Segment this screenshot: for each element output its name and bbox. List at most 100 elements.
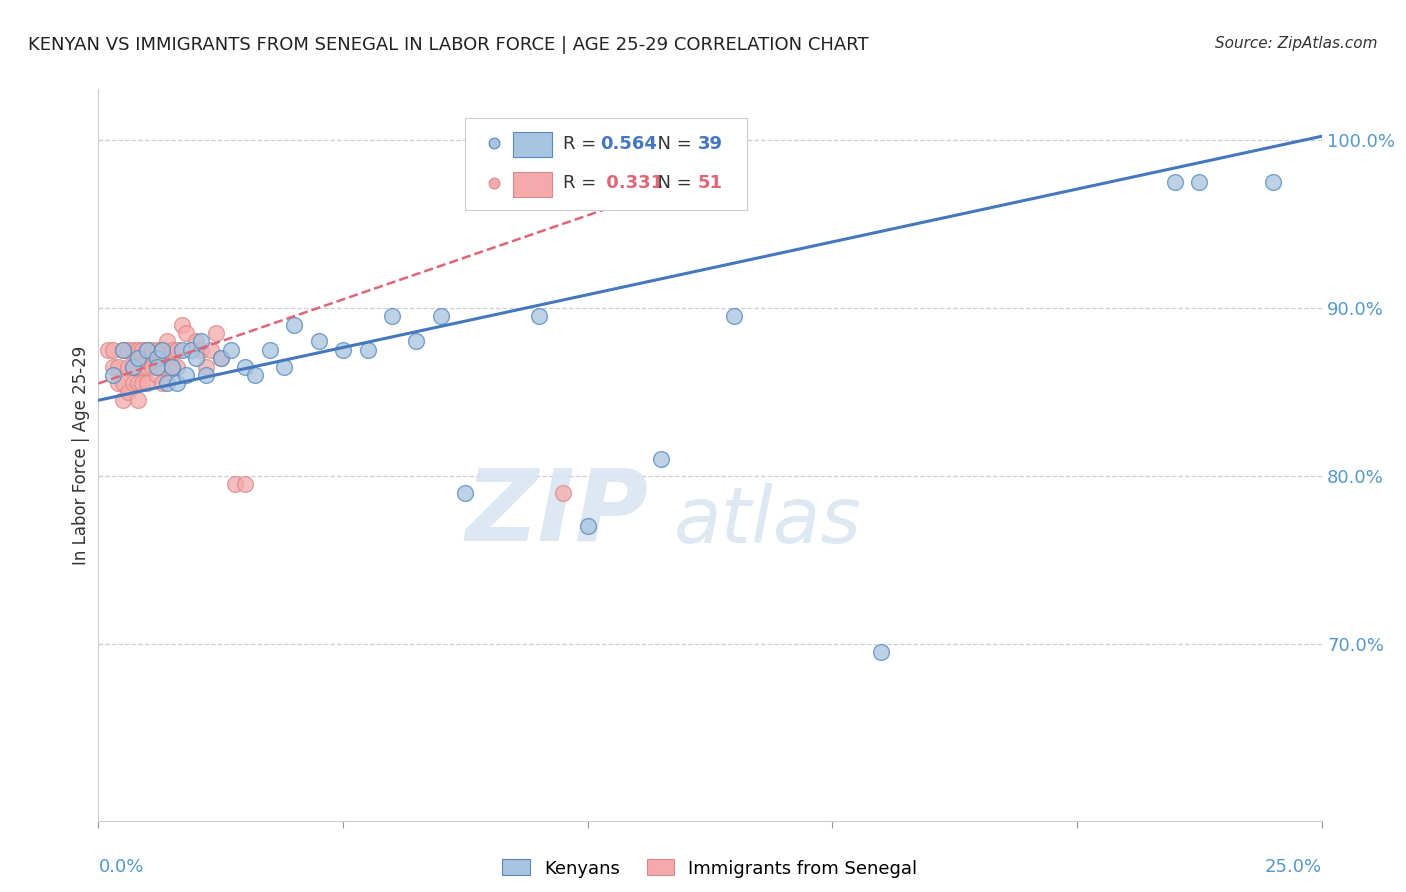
Text: N =: N = (647, 174, 697, 192)
Point (131, 343, 153, 357)
Point (233, 359, 256, 374)
Point (111, 343, 134, 357)
Point (121, 343, 143, 357)
Point (176, 368, 198, 382)
Point (121, 359, 143, 374)
Text: KENYAN VS IMMIGRANTS FROM SENEGAL IN LABOR FORCE | AGE 25-29 CORRELATION CHART: KENYAN VS IMMIGRANTS FROM SENEGAL IN LAB… (28, 36, 869, 54)
Point (160, 343, 183, 357)
Point (121, 359, 143, 374)
Point (127, 351, 149, 366)
Point (233, 477, 256, 491)
Point (1164, 175, 1187, 189)
Point (527, 309, 550, 323)
Point (180, 343, 202, 357)
Point (273, 359, 295, 374)
Point (160, 359, 183, 374)
Point (101, 343, 124, 357)
Point (186, 351, 208, 366)
Point (117, 359, 139, 374)
Text: Source: ZipAtlas.com: Source: ZipAtlas.com (1215, 36, 1378, 51)
Point (127, 343, 149, 357)
Point (209, 351, 232, 366)
Text: R =: R = (564, 174, 602, 192)
FancyBboxPatch shape (513, 172, 553, 197)
Point (111, 393, 134, 408)
Point (107, 359, 129, 374)
Point (205, 326, 228, 340)
Text: N =: N = (647, 135, 697, 153)
Point (243, 368, 266, 382)
Text: 25.0%: 25.0% (1264, 857, 1322, 876)
Point (224, 477, 246, 491)
FancyBboxPatch shape (513, 132, 553, 157)
Point (156, 351, 179, 366)
Point (454, 485, 477, 500)
Point (150, 343, 173, 357)
Point (195, 359, 218, 374)
Point (117, 384, 139, 399)
Point (166, 343, 188, 357)
Point (131, 376, 153, 391)
Point (156, 376, 179, 391)
Point (121, 376, 143, 391)
Point (430, 309, 453, 323)
Point (723, 309, 745, 323)
Point (332, 343, 354, 357)
FancyBboxPatch shape (465, 119, 747, 210)
Point (259, 343, 281, 357)
Point (200, 343, 222, 357)
Point (127, 393, 149, 408)
Point (117, 343, 139, 357)
Point (190, 343, 212, 357)
Point (146, 351, 169, 366)
Point (150, 376, 173, 391)
Point (160, 359, 183, 374)
Point (186, 334, 208, 349)
Point (146, 368, 169, 382)
Text: 0.564: 0.564 (600, 135, 657, 153)
Point (136, 359, 159, 374)
Point (146, 343, 169, 357)
Point (101, 368, 124, 382)
Point (870, 645, 893, 659)
Point (97, 343, 120, 357)
Point (127, 376, 149, 391)
Point (381, 309, 404, 323)
Point (553, 175, 575, 189)
Point (170, 343, 193, 357)
Point (111, 343, 134, 357)
Point (131, 359, 153, 374)
Text: 0.331: 0.331 (600, 174, 664, 192)
Point (190, 334, 212, 349)
Text: ZIP: ZIP (465, 465, 650, 562)
Text: 39: 39 (697, 135, 723, 153)
Point (127, 359, 149, 374)
Point (283, 318, 305, 332)
Text: atlas: atlas (673, 483, 862, 558)
Point (405, 334, 427, 349)
Point (150, 343, 173, 357)
Y-axis label: In Labor Force | Age 25-29: In Labor Force | Age 25-29 (72, 345, 90, 565)
Legend: Kenyans, Immigrants from Senegal: Kenyans, Immigrants from Senegal (495, 852, 925, 885)
Point (650, 452, 672, 467)
Point (136, 343, 159, 357)
Point (166, 359, 188, 374)
Point (576, 519, 599, 533)
Point (101, 359, 124, 374)
Point (136, 376, 159, 391)
Point (626, 175, 648, 189)
Point (576, 175, 599, 189)
Point (1188, 175, 1211, 189)
Point (553, 485, 575, 500)
Point (166, 376, 188, 391)
Point (170, 318, 193, 332)
Point (136, 343, 159, 357)
Point (156, 334, 179, 349)
Point (209, 351, 232, 366)
Point (176, 326, 198, 340)
Point (1261, 175, 1284, 189)
Point (146, 359, 169, 374)
Point (107, 376, 129, 391)
Point (111, 376, 134, 391)
Point (356, 343, 378, 357)
